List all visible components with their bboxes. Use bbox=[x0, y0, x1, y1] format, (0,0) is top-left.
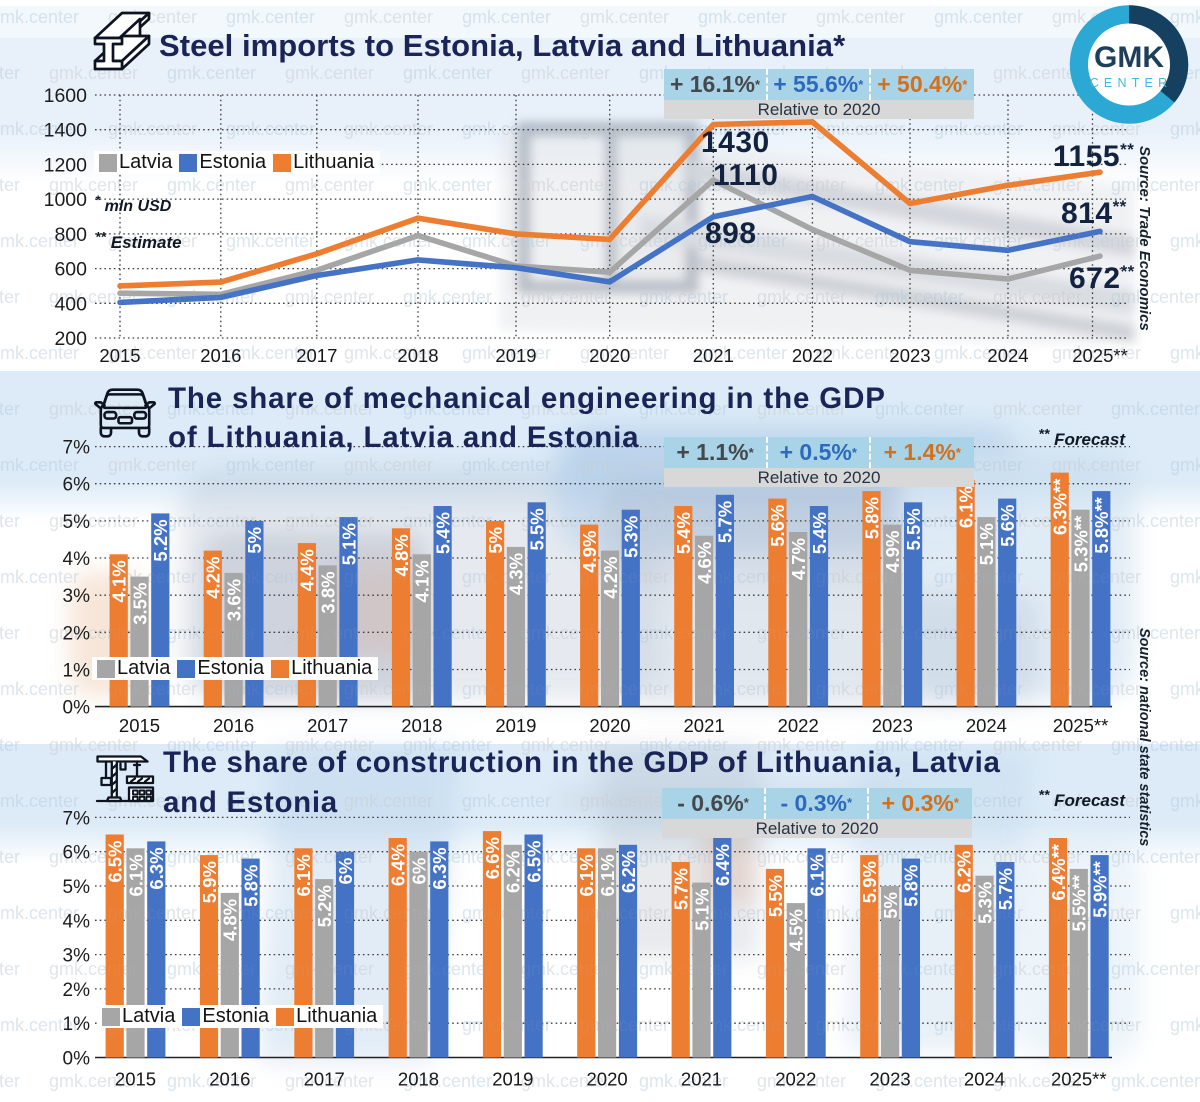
svg-text:CENTER: CENTER bbox=[1090, 76, 1173, 90]
svg-text:GMK: GMK bbox=[1094, 41, 1164, 74]
